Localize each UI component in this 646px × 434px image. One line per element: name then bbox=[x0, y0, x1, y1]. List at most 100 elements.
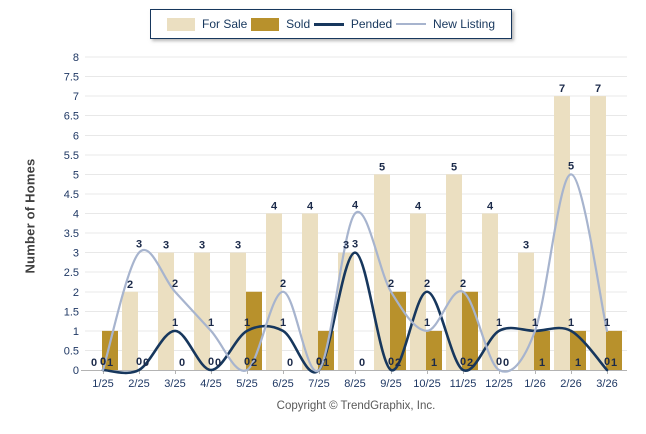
label-new-listing: 3 bbox=[136, 239, 142, 251]
legend-item-sold: Sold bbox=[251, 17, 310, 31]
bar-for-sale bbox=[194, 252, 210, 370]
legend-item-new-listing: New Listing bbox=[395, 17, 495, 31]
legend-item-for-sale: For Sale bbox=[167, 17, 247, 31]
label-pended: 0 bbox=[100, 356, 106, 368]
y-tick-label: 7 bbox=[73, 91, 79, 103]
x-tick-label: 9/25 bbox=[380, 378, 401, 390]
label-new-listing: 4 bbox=[352, 200, 359, 212]
for-sale-swatch-icon bbox=[167, 17, 195, 31]
y-tick-label: 5.5 bbox=[64, 150, 79, 162]
label-sold: 2 bbox=[395, 357, 401, 369]
bar-for-sale bbox=[266, 213, 282, 370]
new-listing-line-swatch-icon bbox=[395, 23, 426, 25]
label-sold: 0 bbox=[359, 357, 365, 369]
label-pended: 2 bbox=[424, 278, 430, 290]
label-for-sale: 0 bbox=[91, 357, 97, 369]
bar-for-sale bbox=[554, 96, 570, 370]
bar-for-sale bbox=[230, 252, 246, 370]
line-pended bbox=[101, 251, 609, 375]
legend-label-pended: Pended bbox=[350, 17, 393, 31]
y-tick-label: 1 bbox=[73, 326, 79, 338]
label-sold: 1 bbox=[107, 357, 113, 369]
bar-sold bbox=[390, 291, 406, 370]
x-tick-label: 7/25 bbox=[308, 378, 329, 390]
label-new-listing: 1 bbox=[208, 317, 214, 329]
label-pended: 0 bbox=[460, 356, 466, 368]
y-tick-label: 4 bbox=[73, 209, 79, 221]
y-tick-label: 0 bbox=[73, 365, 79, 377]
label-sold: 0 bbox=[215, 357, 221, 369]
label-new-listing: 2 bbox=[388, 278, 394, 290]
label-pended: 1 bbox=[280, 317, 286, 329]
label-pended: 1 bbox=[532, 317, 538, 329]
sold-swatch-icon bbox=[251, 17, 280, 31]
copyright-text: Copyright © TrendGraphix, Inc. bbox=[276, 400, 436, 412]
label-new-listing: 2 bbox=[172, 278, 178, 290]
label-pended: 0 bbox=[604, 356, 610, 368]
label-for-sale: 4 bbox=[487, 201, 494, 213]
y-tick-label: 6 bbox=[73, 130, 79, 142]
label-for-sale: 2 bbox=[127, 279, 133, 291]
label-new-listing: 5 bbox=[568, 160, 574, 172]
y-tick-label: 2.5 bbox=[64, 267, 79, 279]
x-tick-label: 5/25 bbox=[236, 378, 257, 390]
label-for-sale: 4 bbox=[307, 201, 314, 213]
y-tick-label: 8 bbox=[73, 52, 79, 64]
legend-label-new-listing: New Listing bbox=[432, 17, 495, 31]
y-tick-label: 5 bbox=[73, 169, 79, 181]
chart-legend: For Sale Sold Pended New Listing bbox=[150, 9, 512, 39]
label-sold: 2 bbox=[467, 357, 473, 369]
x-tick-label: 1/26 bbox=[524, 378, 545, 390]
label-for-sale: 3 bbox=[343, 240, 349, 252]
label-pended: 0 bbox=[388, 356, 394, 368]
label-for-sale: 5 bbox=[379, 161, 385, 173]
label-new-listing: 0 bbox=[316, 356, 322, 368]
label-new-listing: 2 bbox=[280, 278, 286, 290]
y-tick-label: 3.5 bbox=[64, 228, 79, 240]
bar-for-sale bbox=[446, 174, 462, 370]
label-new-listing: 1 bbox=[424, 317, 430, 329]
label-new-listing: 0 bbox=[496, 356, 502, 368]
y-tick-label: 4.5 bbox=[64, 189, 79, 201]
label-for-sale: 3 bbox=[199, 240, 205, 252]
label-sold: 2 bbox=[251, 357, 257, 369]
label-pended: 0 bbox=[136, 356, 142, 368]
label-sold: 0 bbox=[287, 357, 293, 369]
x-tick-label: 8/25 bbox=[344, 378, 365, 390]
label-pended: 1 bbox=[244, 317, 250, 329]
bar-for-sale bbox=[302, 213, 318, 370]
label-new-listing: 0 bbox=[244, 356, 250, 368]
bar-for-sale bbox=[122, 291, 138, 370]
x-tick-label: 11/25 bbox=[450, 378, 477, 390]
label-for-sale: 3 bbox=[235, 240, 241, 252]
label-sold: 1 bbox=[539, 357, 545, 369]
y-tick-label: 7.5 bbox=[64, 72, 79, 84]
y-tick-label: 3 bbox=[73, 248, 79, 260]
label-for-sale: 5 bbox=[451, 161, 457, 173]
label-new-listing: 1 bbox=[604, 317, 610, 329]
label-pended: 3 bbox=[352, 239, 358, 251]
label-for-sale: 3 bbox=[523, 240, 529, 252]
label-pended: 1 bbox=[568, 317, 574, 329]
x-tick-label: 1/25 bbox=[92, 378, 113, 390]
legend-label-for-sale: For Sale bbox=[202, 17, 248, 31]
x-tick-label: 2/26 bbox=[560, 378, 581, 390]
bar-sold bbox=[606, 330, 622, 370]
y-tick-label: 0.5 bbox=[64, 345, 79, 357]
y-tick-label: 6.5 bbox=[64, 111, 79, 123]
label-pended: 1 bbox=[496, 317, 502, 329]
label-new-listing: 2 bbox=[460, 278, 466, 290]
pended-line-swatch-icon bbox=[313, 22, 344, 26]
label-sold: 1 bbox=[575, 357, 581, 369]
label-for-sale: 7 bbox=[559, 83, 565, 95]
label-for-sale: 7 bbox=[595, 83, 601, 95]
label-sold: 1 bbox=[323, 357, 329, 369]
bar-sold bbox=[426, 330, 442, 370]
line-new-listing bbox=[101, 173, 609, 373]
label-for-sale: 4 bbox=[271, 201, 278, 213]
legend-label-sold: Sold bbox=[286, 17, 311, 31]
label-for-sale: 3 bbox=[163, 240, 169, 252]
y-tick-label: 2 bbox=[73, 287, 79, 299]
y-tick-label: 1.5 bbox=[64, 306, 79, 318]
